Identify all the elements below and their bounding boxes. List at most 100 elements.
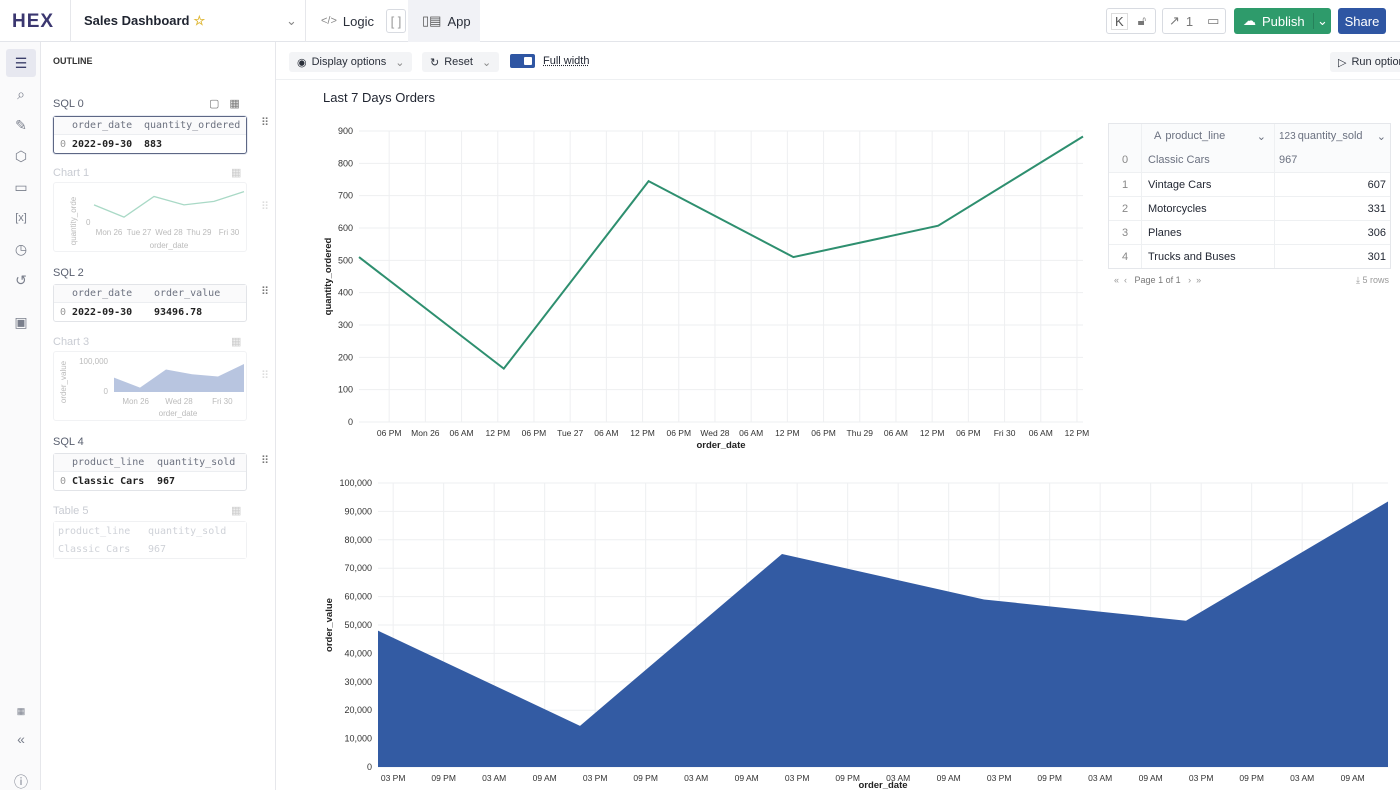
drag-handle-icon[interactable]: ⠿ — [261, 117, 270, 129]
publish-button[interactable]: ☁ Publish ⌄ — [1234, 8, 1331, 34]
x-tick-label: 03 PM — [381, 773, 406, 783]
next-page-icon[interactable]: › — [1188, 275, 1192, 285]
table-row[interactable]: 4 Trucks and Buses 301 — [1109, 244, 1390, 268]
project-title[interactable]: Sales Dashboard ☆ — [84, 13, 205, 29]
download-button[interactable]: ⤓ 5 rows — [1356, 275, 1389, 286]
tab-app[interactable]: ▯▤ App — [408, 0, 480, 42]
x-tick-label: 06 AM — [450, 428, 474, 438]
drag-handle-icon[interactable]: ⠿ — [261, 286, 270, 298]
comment-icon[interactable]: ▢ — [209, 98, 220, 110]
version-count[interactable]: 1 — [1185, 13, 1194, 29]
image-icon[interactable]: ▣ — [14, 313, 28, 330]
chevron-down-icon[interactable]: ⌄ — [1376, 130, 1386, 143]
project-menu-chevron-icon[interactable]: ⌄ — [286, 13, 297, 28]
cell-product-line[interactable]: Planes — [1142, 221, 1275, 244]
text-type-icon: A — [1154, 130, 1162, 142]
drag-handle-icon[interactable]: ⠿ — [261, 455, 270, 467]
display-options-button[interactable]: ◉ Display options ⌄ — [289, 52, 413, 72]
x-tick-label: 03 AM — [1290, 773, 1314, 783]
chevron-down-icon[interactable]: ⌄ — [1256, 130, 1266, 143]
x-tick-label: 06 PM — [811, 428, 836, 438]
cell-label[interactable]: SQL 0 — [53, 98, 84, 110]
cell-quantity-sold[interactable]: 306 — [1367, 226, 1386, 239]
search-icon[interactable]: ⌕ — [17, 85, 25, 102]
cube-icon[interactable]: ⬡ — [14, 147, 28, 164]
help-icon[interactable]: ⓘ — [14, 774, 28, 790]
monitor-icon[interactable]: ▭ — [1207, 13, 1220, 28]
edit-icon[interactable]: ✎ — [15, 116, 27, 133]
last-page-icon[interactable]: » — [1196, 275, 1202, 285]
table-row[interactable]: 2 Motorcycles 331 — [1109, 196, 1390, 220]
code-icon: </> — [321, 15, 337, 27]
x-tick-label: 03 AM — [684, 773, 708, 783]
drag-handle-icon[interactable]: ⠿ — [261, 201, 270, 213]
layout-icon[interactable]: ▦ — [231, 505, 242, 517]
timer-icon[interactable]: ◷ — [14, 240, 28, 257]
x-tick-label: 06 AM — [594, 428, 618, 438]
first-page-icon[interactable]: « — [1114, 275, 1120, 285]
star-icon[interactable]: ☆ — [193, 13, 206, 28]
cloud-upload-icon: ☁ — [1243, 13, 1256, 28]
row-index: 0 — [59, 475, 67, 487]
cell-quantity-sold[interactable]: 967 — [1279, 154, 1298, 166]
folder-icon[interactable]: ▭ — [14, 178, 28, 195]
sql-0-preview[interactable]: order_date quantity_ordered 0 2022-09-30 88… — [53, 116, 247, 154]
publish-dropdown-chevron-icon[interactable]: ⌄ — [1313, 13, 1331, 29]
history-icon[interactable]: ↺ — [15, 271, 27, 288]
cell-label[interactable]: Chart 1 — [53, 167, 90, 179]
cell-quantity-sold[interactable]: 331 — [1367, 202, 1386, 215]
cell-product-line[interactable]: Trucks and Buses — [1142, 245, 1275, 268]
run-options-button[interactable]: ▷ Run options — [1330, 52, 1400, 72]
x-tick-label: 06 AM — [884, 428, 908, 438]
cell-label[interactable]: SQL 4 — [53, 436, 84, 448]
chart-1-preview[interactable]: quantity_orde 0 Mon 26 Tue 27 Wed 28 Thu 29… — [53, 182, 247, 252]
keyboard-shortcut-button[interactable]: K — [1111, 12, 1128, 30]
trend-icon[interactable]: ↗ — [1169, 13, 1180, 28]
sql-4-preview[interactable]: product_line quantity_sold 0 Classic Cars 9… — [53, 453, 247, 491]
full-width-toggle[interactable] — [510, 54, 535, 68]
table-5-preview[interactable]: product_line quantity_sold Classic Cars 96… — [53, 521, 247, 559]
cell-label[interactable]: Table 5 — [53, 505, 89, 517]
hex-mini-logo[interactable]: ▦ — [16, 705, 26, 716]
cell-product-line[interactable]: Motorcycles — [1142, 197, 1275, 220]
y-tick-label: 30,000 — [344, 677, 372, 687]
x-tick-label: Fri 30 — [994, 428, 1016, 438]
split-view-icon[interactable]: [ ] — [386, 9, 406, 33]
x-tick-label: Tue 27 — [557, 428, 583, 438]
layout-icon[interactable]: ▦ — [229, 98, 240, 110]
outline-icon[interactable]: ☰ — [6, 49, 36, 77]
full-width-label[interactable]: Full width — [543, 55, 590, 67]
column-header-quantity-sold[interactable]: 123 quantity_sold ⌄ — [1275, 124, 1390, 148]
x-tick-label: 03 AM — [886, 773, 910, 783]
cell-quantity-sold[interactable]: 301 — [1367, 250, 1386, 263]
cell-quantity-sold[interactable]: 607 — [1367, 178, 1386, 191]
cell: 967 — [148, 543, 167, 555]
sql-2-preview[interactable]: order_date order_value 0 2022-09-30 93496.7… — [53, 284, 247, 322]
table-row[interactable]: 0 Classic Cars 967 — [1109, 148, 1390, 172]
variables-icon[interactable]: [x] — [15, 212, 27, 224]
x-tick-label: 09 PM — [1239, 773, 1264, 783]
cell-product-line[interactable]: Vintage Cars — [1142, 173, 1275, 196]
prev-page-icon[interactable]: ‹ — [1124, 275, 1128, 285]
tab-logic[interactable]: </> Logic — [321, 8, 374, 34]
share-button[interactable]: Share — [1338, 8, 1386, 34]
lock-icon[interactable]: 🔓︎ — [1137, 13, 1147, 28]
layout-icon[interactable]: ▦ — [231, 336, 242, 348]
layout-icon[interactable]: ▦ — [231, 167, 242, 179]
table-row[interactable]: 1 Vintage Cars 607 — [1109, 172, 1390, 196]
collapse-icon[interactable]: « — [17, 731, 25, 747]
cell-label[interactable]: Chart 3 — [53, 336, 90, 348]
table-row[interactable]: 3 Planes 306 — [1109, 220, 1390, 244]
y-tick-label: 0 — [348, 417, 353, 427]
cell-label[interactable]: SQL 2 — [53, 267, 84, 279]
x-tick-label: Thu 29 — [847, 428, 874, 438]
x-tick-label: 09 PM — [633, 773, 658, 783]
chart-3-preview[interactable]: order_value 100,000 0 Mon 26 Wed 28 Fri 30… — [53, 351, 247, 421]
y-tick-label: 90,000 — [344, 506, 372, 516]
hex-logo[interactable]: HEX — [12, 11, 55, 32]
reset-button[interactable]: ↻ Reset ⌄ — [422, 52, 500, 72]
cell-product-line[interactable]: Classic Cars — [1142, 148, 1275, 172]
x-tick-label: 03 PM — [583, 773, 608, 783]
drag-handle-icon[interactable]: ⠿ — [261, 370, 270, 382]
